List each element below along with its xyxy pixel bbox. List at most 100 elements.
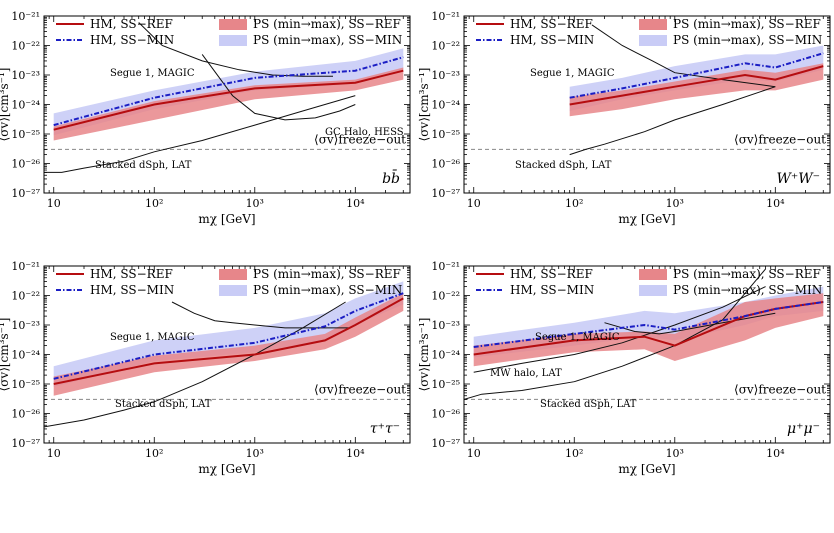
y-axis-label: ⟨σv⟩[cm³s⁻¹] [0, 68, 11, 142]
y-tick-label: 10⁻²⁷ [11, 437, 40, 450]
y-tick-label: 10⁻²⁷ [431, 437, 460, 450]
series-line-ref [53, 69, 404, 131]
y-tick-label: 10⁻²⁶ [11, 408, 40, 421]
y-tick-label: 10⁻²² [431, 40, 460, 53]
freeze-out-label: ⟨σv⟩freeze−out [734, 132, 826, 146]
legend-label-ps-min: PS (min→max), SS−MIN [673, 33, 822, 47]
limit-curve-3 [44, 95, 356, 173]
x-tick-label: 10⁴ [346, 197, 365, 210]
limit-annotation: GC Halo, HESS [325, 127, 404, 138]
y-axis-label: ⟨σv⟩[cm³s⁻¹] [417, 318, 431, 392]
legend-label-hm-ref: HM, SS−REF [90, 17, 173, 31]
series-line-min [569, 52, 824, 99]
x-tick-label: 10³ [246, 447, 264, 460]
freeze-out-label: ⟨σv⟩freeze−out [734, 382, 826, 396]
freeze-out-label: ⟨σv⟩freeze−out [314, 132, 406, 146]
y-tick-label: 10⁻²⁵ [11, 378, 40, 391]
y-tick-label: 10⁻²⁵ [11, 128, 40, 141]
limit-curve-2 [473, 286, 766, 373]
legend-label-ps-ref: PS (min→max), SS−REF [673, 267, 821, 281]
series-line-ref [569, 65, 824, 106]
y-tick-label: 10⁻²⁷ [431, 187, 460, 200]
legend-label-hm-ref: HM, SS−REF [90, 267, 173, 281]
legend-label-hm-min: HM, SS−MIN [510, 33, 594, 47]
y-tick-label: 10⁻²³ [431, 69, 460, 82]
y-tick-label: 10⁻²² [11, 40, 40, 53]
y-tick-label: 10⁻²⁴ [11, 99, 40, 112]
legend-label-ps-min: PS (min→max), SS−MIN [673, 283, 822, 297]
legend-swatch-ps-ref [219, 269, 247, 280]
y-tick-label: 10⁻²² [11, 290, 40, 303]
x-axis-label: mχ [GeV] [618, 212, 675, 226]
limit-curve-3 [464, 268, 766, 400]
limit-annotation: Segue 1, MAGIC [110, 68, 195, 79]
band-ref [53, 293, 404, 396]
x-tick-label: 10 [467, 197, 481, 210]
limit-annotation: Segue 1, MAGIC [110, 332, 195, 343]
channel-label: τ⁺τ⁻ [370, 421, 400, 437]
y-tick-label: 10⁻²⁴ [431, 99, 460, 112]
limit-annotation: Stacked dSph, LAT [115, 399, 212, 410]
panel-2: 10 10² 10³ 10⁴ 10⁻²⁷ 10⁻²⁶ 10⁻²⁵ 10⁻²⁴ 10⁻²³ 10⁻²… [417, 10, 831, 226]
legend-swatch-ps-ref [639, 269, 667, 280]
panel-4: 10 10² 10³ 10⁴ 10⁻²⁷ 10⁻²⁶ 10⁻²⁵ 10⁻²⁴ 10⁻²³ 10⁻²… [417, 260, 831, 476]
legend-label-ps-min: PS (min→max), SS−MIN [253, 283, 402, 297]
legend: HM, SS−REF HM, SS−MIN PS (min→max), SS−REF… [56, 17, 402, 47]
legend: HM, SS−REF HM, SS−MIN PS (min→max), SS−REF… [476, 267, 822, 297]
legend-label-hm-min: HM, SS−MIN [510, 283, 594, 297]
legend-swatch-ps-ref [639, 19, 667, 30]
plot-area [44, 281, 410, 428]
panel-1: 10 10² 10³ 10⁴ 10⁻²⁷ 10⁻²⁶ 10⁻²⁵ 10⁻²⁴ 10⁻²³ 10⁻²… [0, 10, 411, 226]
series-line-min [473, 301, 824, 348]
legend-swatch-ps-ref [219, 19, 247, 30]
x-tick-label: 10³ [666, 447, 684, 460]
x-tick-label: 10² [565, 447, 583, 460]
y-tick-label: 10⁻²⁴ [11, 349, 40, 362]
y-tick-label: 10⁻²⁶ [431, 408, 460, 421]
channel-label: W⁺W⁻ [776, 171, 820, 187]
y-tick-label: 10⁻²¹ [11, 260, 40, 273]
series-line-ref [53, 297, 404, 385]
x-tick-label: 10⁴ [766, 197, 785, 210]
limit-curve-1 [138, 22, 333, 77]
y-tick-label: 10⁻²³ [431, 319, 460, 332]
legend-label-ps-min: PS (min→max), SS−MIN [253, 33, 402, 47]
y-tick-label: 10⁻²³ [11, 69, 40, 82]
x-tick-label: 10² [145, 197, 163, 210]
limit-annotation: Segue 1, MAGIC [530, 68, 615, 79]
series-line-min [53, 292, 404, 380]
legend: HM, SS−REF HM, SS−MIN PS (min→max), SS−REF… [476, 17, 822, 47]
band-ref [473, 293, 824, 367]
y-tick-label: 10⁻²³ [11, 319, 40, 332]
y-tick-label: 10⁻²⁵ [431, 128, 460, 141]
x-tick-label: 10⁴ [766, 447, 785, 460]
y-tick-label: 10⁻²⁶ [431, 158, 460, 171]
y-axis-label: ⟨σv⟩[cm³s⁻¹] [417, 68, 431, 142]
x-axis-label: mχ [GeV] [618, 462, 675, 476]
limit-annotation: Stacked dSph, LAT [515, 160, 612, 171]
legend-label-hm-min: HM, SS−MIN [90, 33, 174, 47]
x-axis-label: mχ [GeV] [198, 462, 255, 476]
y-tick-label: 10⁻²⁴ [431, 349, 460, 362]
legend-label-ps-ref: PS (min→max), SS−REF [673, 17, 821, 31]
channel-label: μ⁺μ⁻ [787, 421, 820, 437]
channel-label: bb̄ [382, 169, 400, 187]
x-axis-label: mχ [GeV] [198, 212, 255, 226]
series-line-min [53, 56, 404, 127]
y-tick-label: 10⁻²⁵ [431, 378, 460, 391]
legend-swatch-ps-min [639, 35, 667, 46]
panel-3: 10 10² 10³ 10⁴ 10⁻²⁷ 10⁻²⁶ 10⁻²⁵ 10⁻²⁴ 10⁻²³ 10⁻²… [0, 260, 411, 476]
y-tick-label: 10⁻²¹ [431, 10, 460, 23]
y-tick-label: 10⁻²⁶ [11, 158, 40, 171]
y-axis-label: ⟨σv⟩[cm³s⁻¹] [0, 318, 11, 392]
x-tick-label: 10 [47, 447, 61, 460]
y-tick-label: 10⁻²¹ [431, 260, 460, 273]
limit-curve-2 [44, 301, 346, 428]
limit-annotation: Stacked dSph, LAT [540, 399, 637, 410]
legend-label-hm-min: HM, SS−MIN [90, 283, 174, 297]
legend-swatch-ps-min [219, 35, 247, 46]
limit-curve-2 [201, 54, 356, 121]
x-tick-label: 10 [47, 197, 61, 210]
x-tick-label: 10⁴ [346, 447, 365, 460]
limit-annotation: Segue 1, MAGIC [535, 332, 620, 343]
